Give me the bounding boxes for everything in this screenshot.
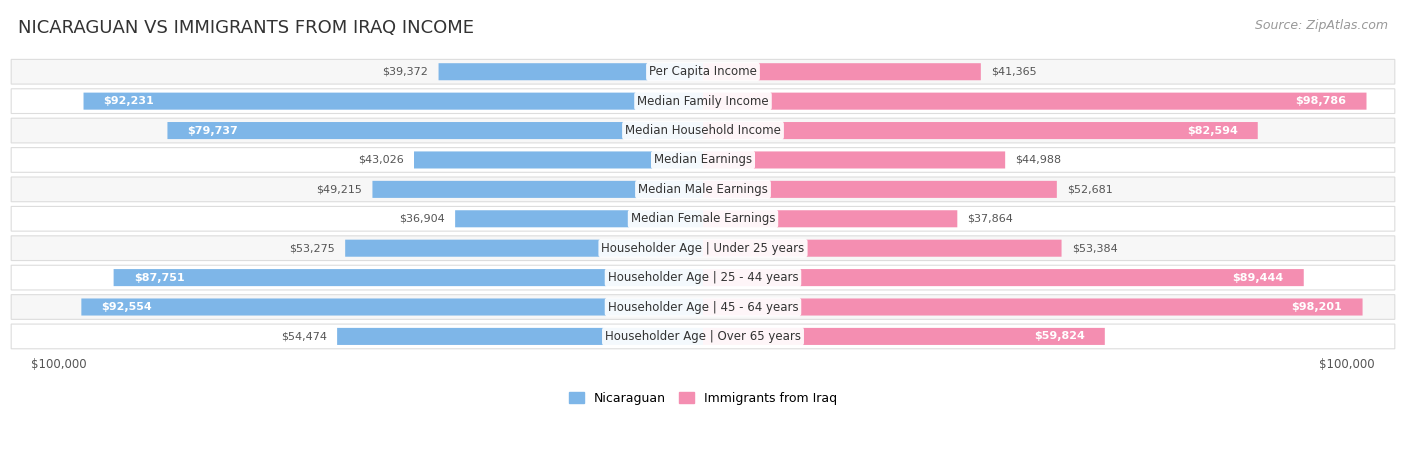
Text: $89,444: $89,444 — [1232, 273, 1284, 283]
FancyBboxPatch shape — [373, 181, 703, 198]
FancyBboxPatch shape — [167, 122, 703, 139]
FancyBboxPatch shape — [456, 210, 703, 227]
Text: Householder Age | Over 65 years: Householder Age | Over 65 years — [605, 330, 801, 343]
FancyBboxPatch shape — [703, 328, 1105, 345]
Text: Median Earnings: Median Earnings — [654, 154, 752, 166]
Text: $54,474: $54,474 — [281, 332, 328, 341]
FancyBboxPatch shape — [11, 118, 1395, 143]
Text: $53,384: $53,384 — [1071, 243, 1118, 253]
Legend: Nicaraguan, Immigrants from Iraq: Nicaraguan, Immigrants from Iraq — [564, 387, 842, 410]
Text: $87,751: $87,751 — [134, 273, 184, 283]
FancyBboxPatch shape — [703, 92, 1367, 110]
FancyBboxPatch shape — [11, 148, 1395, 172]
Text: $59,824: $59,824 — [1033, 332, 1084, 341]
FancyBboxPatch shape — [703, 210, 957, 227]
FancyBboxPatch shape — [11, 206, 1395, 231]
Text: Source: ZipAtlas.com: Source: ZipAtlas.com — [1254, 19, 1388, 32]
FancyBboxPatch shape — [703, 181, 1057, 198]
Text: Median Male Earnings: Median Male Earnings — [638, 183, 768, 196]
FancyBboxPatch shape — [703, 63, 981, 80]
Text: Median Family Income: Median Family Income — [637, 95, 769, 108]
FancyBboxPatch shape — [11, 265, 1395, 290]
FancyBboxPatch shape — [703, 298, 1362, 316]
Text: $37,864: $37,864 — [967, 214, 1014, 224]
FancyBboxPatch shape — [703, 122, 1258, 139]
Text: Householder Age | 25 - 44 years: Householder Age | 25 - 44 years — [607, 271, 799, 284]
Text: Householder Age | 45 - 64 years: Householder Age | 45 - 64 years — [607, 300, 799, 313]
Text: $36,904: $36,904 — [399, 214, 446, 224]
FancyBboxPatch shape — [11, 89, 1395, 113]
Text: Per Capita Income: Per Capita Income — [650, 65, 756, 78]
Text: $44,988: $44,988 — [1015, 155, 1062, 165]
FancyBboxPatch shape — [346, 240, 703, 257]
Text: Householder Age | Under 25 years: Householder Age | Under 25 years — [602, 242, 804, 255]
FancyBboxPatch shape — [703, 240, 1062, 257]
FancyBboxPatch shape — [703, 151, 1005, 169]
Text: $100,000: $100,000 — [1319, 358, 1375, 371]
FancyBboxPatch shape — [11, 324, 1395, 349]
Text: Median Female Earnings: Median Female Earnings — [631, 212, 775, 225]
Text: $52,681: $52,681 — [1067, 184, 1112, 194]
Text: $53,275: $53,275 — [290, 243, 335, 253]
Text: $92,554: $92,554 — [101, 302, 152, 312]
Text: $92,231: $92,231 — [104, 96, 155, 106]
Text: $98,201: $98,201 — [1292, 302, 1343, 312]
Text: $79,737: $79,737 — [187, 126, 239, 135]
Text: $41,365: $41,365 — [991, 67, 1036, 77]
FancyBboxPatch shape — [83, 92, 703, 110]
Text: $100,000: $100,000 — [31, 358, 87, 371]
Text: $39,372: $39,372 — [382, 67, 429, 77]
FancyBboxPatch shape — [337, 328, 703, 345]
FancyBboxPatch shape — [82, 298, 703, 316]
Text: NICARAGUAN VS IMMIGRANTS FROM IRAQ INCOME: NICARAGUAN VS IMMIGRANTS FROM IRAQ INCOM… — [18, 19, 474, 37]
FancyBboxPatch shape — [114, 269, 703, 286]
Text: $82,594: $82,594 — [1187, 126, 1237, 135]
FancyBboxPatch shape — [413, 151, 703, 169]
FancyBboxPatch shape — [703, 269, 1303, 286]
FancyBboxPatch shape — [11, 59, 1395, 84]
FancyBboxPatch shape — [11, 236, 1395, 261]
Text: $43,026: $43,026 — [359, 155, 404, 165]
Text: $98,786: $98,786 — [1295, 96, 1347, 106]
Text: Median Household Income: Median Household Income — [626, 124, 780, 137]
FancyBboxPatch shape — [439, 63, 703, 80]
Text: $49,215: $49,215 — [316, 184, 363, 194]
FancyBboxPatch shape — [11, 295, 1395, 319]
FancyBboxPatch shape — [11, 177, 1395, 202]
